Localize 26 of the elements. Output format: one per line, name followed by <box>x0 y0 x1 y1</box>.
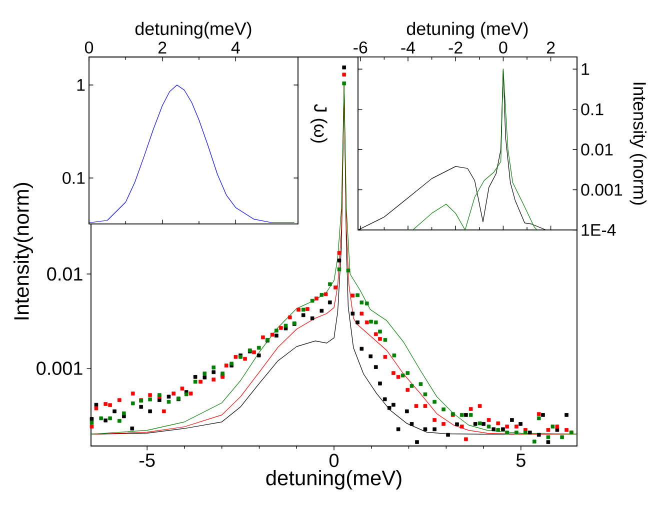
x-tick-label: 0 <box>499 41 508 54</box>
x-tick-label: 2 <box>546 42 555 54</box>
y-tick-label: 0.1 <box>62 172 85 184</box>
x-tick-label: 4 <box>231 42 240 54</box>
x-tick-label: -2 <box>448 42 462 54</box>
x-tick-label: -4 <box>401 42 416 54</box>
y-tick-label: 0.01 <box>47 267 82 281</box>
x-tick-label: 2 <box>158 42 166 54</box>
x-tick-label: -5 <box>140 454 155 467</box>
x-tick-label: 0 <box>84 41 94 54</box>
y-tick-label: 0.1 <box>581 103 604 116</box>
y-axis-title: J (ω) <box>310 104 328 143</box>
y-tick-label: 1E-4 <box>582 224 616 236</box>
y-tick-label: 1 <box>582 63 590 75</box>
x-axis-title: detuning(meV) <box>266 470 402 490</box>
x-tick-label: 5 <box>516 454 526 467</box>
y-tick-label: 1 <box>77 79 85 91</box>
y-tick-label: 0.001 <box>36 362 82 375</box>
y-axis-title: Intensity(norm) <box>14 183 34 320</box>
x-axis-title: detuning (meV) <box>406 22 528 39</box>
x-tick-label: 0 <box>329 454 339 468</box>
y-tick-label: 0.01 <box>581 144 613 156</box>
x-tick-label: -6 <box>354 41 368 54</box>
y-tick-label: 0.001 <box>581 184 622 196</box>
y-axis-title: Intensity (norm) <box>630 82 646 205</box>
x-axis-title: detuning(meV) <box>135 22 252 39</box>
